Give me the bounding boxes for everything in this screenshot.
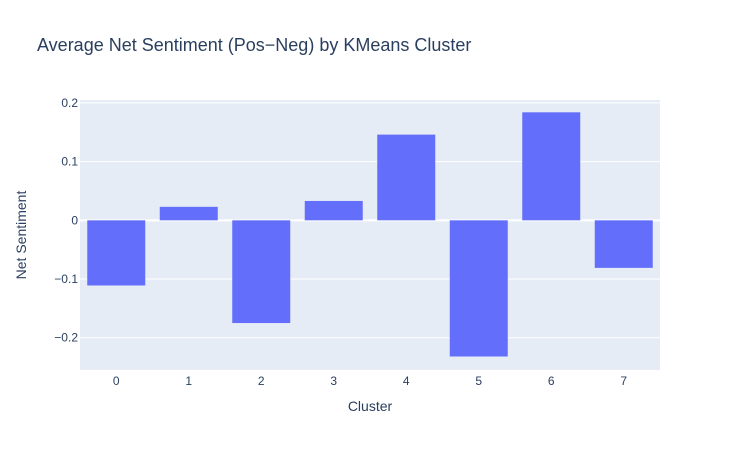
bar-cluster-0[interactable] — [87, 220, 146, 286]
x-tick-label: 7 — [620, 374, 627, 388]
x-tick-label: 3 — [330, 374, 337, 388]
x-tick-label: 6 — [548, 374, 555, 388]
bar-cluster-3[interactable] — [304, 200, 363, 221]
bar-cluster-6[interactable] — [522, 112, 581, 221]
bar-cluster-4[interactable] — [377, 134, 436, 221]
y-tick-label: −0.2 — [54, 331, 78, 345]
bar-cluster-7[interactable] — [594, 220, 653, 268]
x-tick-label: 0 — [113, 374, 120, 388]
bar-cluster-2[interactable] — [232, 220, 291, 324]
bar-cluster-5[interactable] — [449, 220, 508, 357]
y-tick-label: 0.2 — [61, 96, 78, 110]
x-tick-label: 5 — [475, 374, 482, 388]
x-tick-label: 1 — [185, 374, 192, 388]
x-tick-labels: 0 1 2 3 4 5 6 7 — [113, 374, 628, 388]
y-axis-title: Net Sentiment — [13, 191, 29, 280]
y-tick-label: 0 — [71, 213, 78, 227]
y-tick-label: 0.1 — [61, 155, 78, 169]
y-tick-label: −0.1 — [54, 272, 78, 286]
x-tick-label: 2 — [258, 374, 265, 388]
x-axis-title: Cluster — [348, 398, 393, 414]
x-tick-label: 4 — [403, 374, 410, 388]
bar-cluster-1[interactable] — [159, 206, 218, 221]
bars — [87, 112, 653, 357]
y-tick-labels: 0.2 0.1 0 −0.1 −0.2 — [54, 96, 78, 345]
chart-title: Average Net Sentiment (Pos−Neg) by KMean… — [37, 35, 471, 55]
